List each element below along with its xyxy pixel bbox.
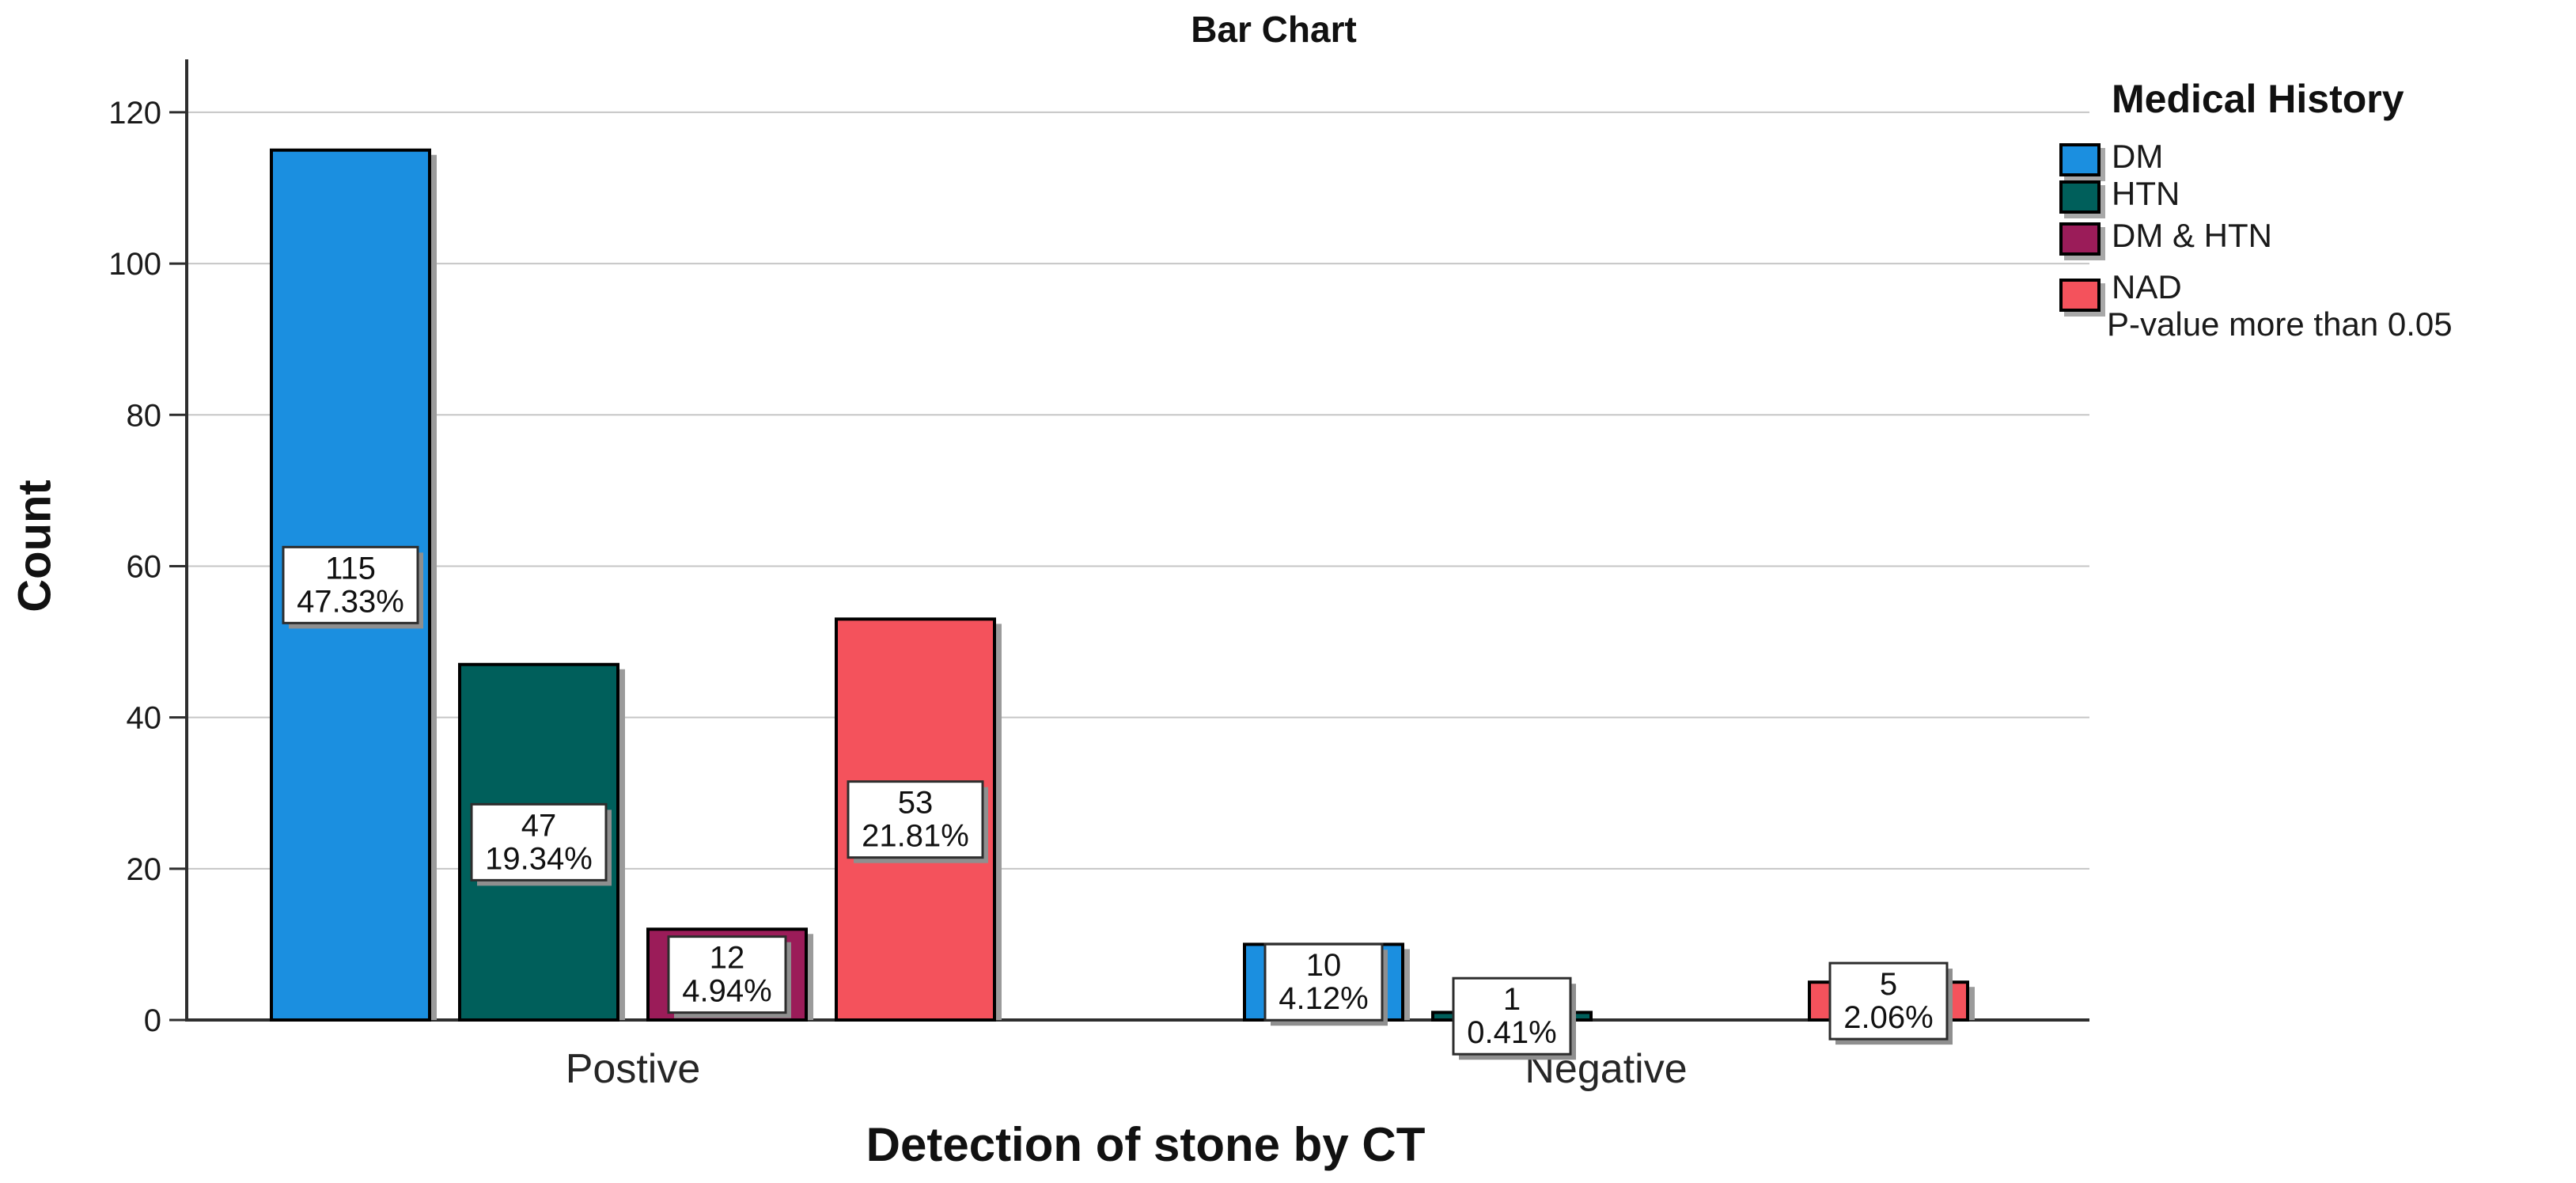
bar-label-percent: 2.06%: [1843, 1000, 1933, 1035]
y-tick-label: 20: [127, 852, 162, 887]
bar-label-count: 1: [1503, 982, 1521, 1017]
legend: Medical History DM HTN DM & HTN NAD P-va…: [2059, 76, 2574, 361]
legend-label-nad: NAD: [2112, 268, 2182, 305]
y-tick-label: 100: [108, 247, 161, 282]
legend-label-dm: DM: [2112, 138, 2164, 175]
x-axis-title: Detection of stone by CT: [866, 1118, 1426, 1171]
bar-label-count: 115: [325, 551, 376, 586]
bar-label-box: [847, 780, 984, 859]
y-tick-label: 60: [127, 549, 162, 584]
bar-label-box: [667, 935, 787, 1014]
legend-swatch-htn: [2059, 180, 2101, 214]
legend-swatch-dm: [2059, 143, 2101, 176]
bar-label-box: [470, 802, 608, 882]
legend-title: Medical History: [2112, 77, 2404, 121]
legend-swatch-dm-htn: [2059, 222, 2101, 256]
bar-label-box: [1452, 976, 1572, 1056]
chart-title: Bar Chart: [1191, 9, 1357, 50]
y-tick-label: 120: [108, 96, 161, 131]
y-tick-label: 80: [127, 398, 162, 433]
y-tick-label: 40: [127, 701, 162, 736]
y-axis-title: Count: [9, 480, 61, 612]
y-tick-label: 0: [144, 1003, 161, 1038]
bar-label-percent: 4.12%: [1279, 981, 1368, 1016]
bar-label-percent: 4.94%: [682, 974, 771, 1009]
bar-label-percent: 21.81%: [862, 819, 969, 854]
bar-label-count: 53: [898, 786, 934, 821]
bar-label-count: 12: [710, 941, 745, 976]
bar-label-box: [282, 545, 419, 624]
bar-label-percent: 47.33%: [297, 584, 404, 619]
bar-label-count: 5: [1880, 967, 1897, 1002]
bar-label-count: 10: [1306, 948, 1342, 983]
legend-label-dm-htn: DM & HTN: [2112, 217, 2272, 254]
bar-label-count: 47: [521, 808, 557, 843]
legend-note: P-value more than 0.05: [2107, 305, 2453, 343]
bar-label-percent: 19.34%: [485, 841, 593, 876]
x-category-label: Postive: [566, 1046, 701, 1092]
bar-label-box: [1263, 942, 1384, 1022]
bar-label-percent: 0.41%: [1467, 1015, 1556, 1050]
legend-label-htn: HTN: [2112, 175, 2180, 212]
legend-swatch-nad: [2059, 279, 2101, 312]
bar-label-box: [1828, 961, 1949, 1041]
